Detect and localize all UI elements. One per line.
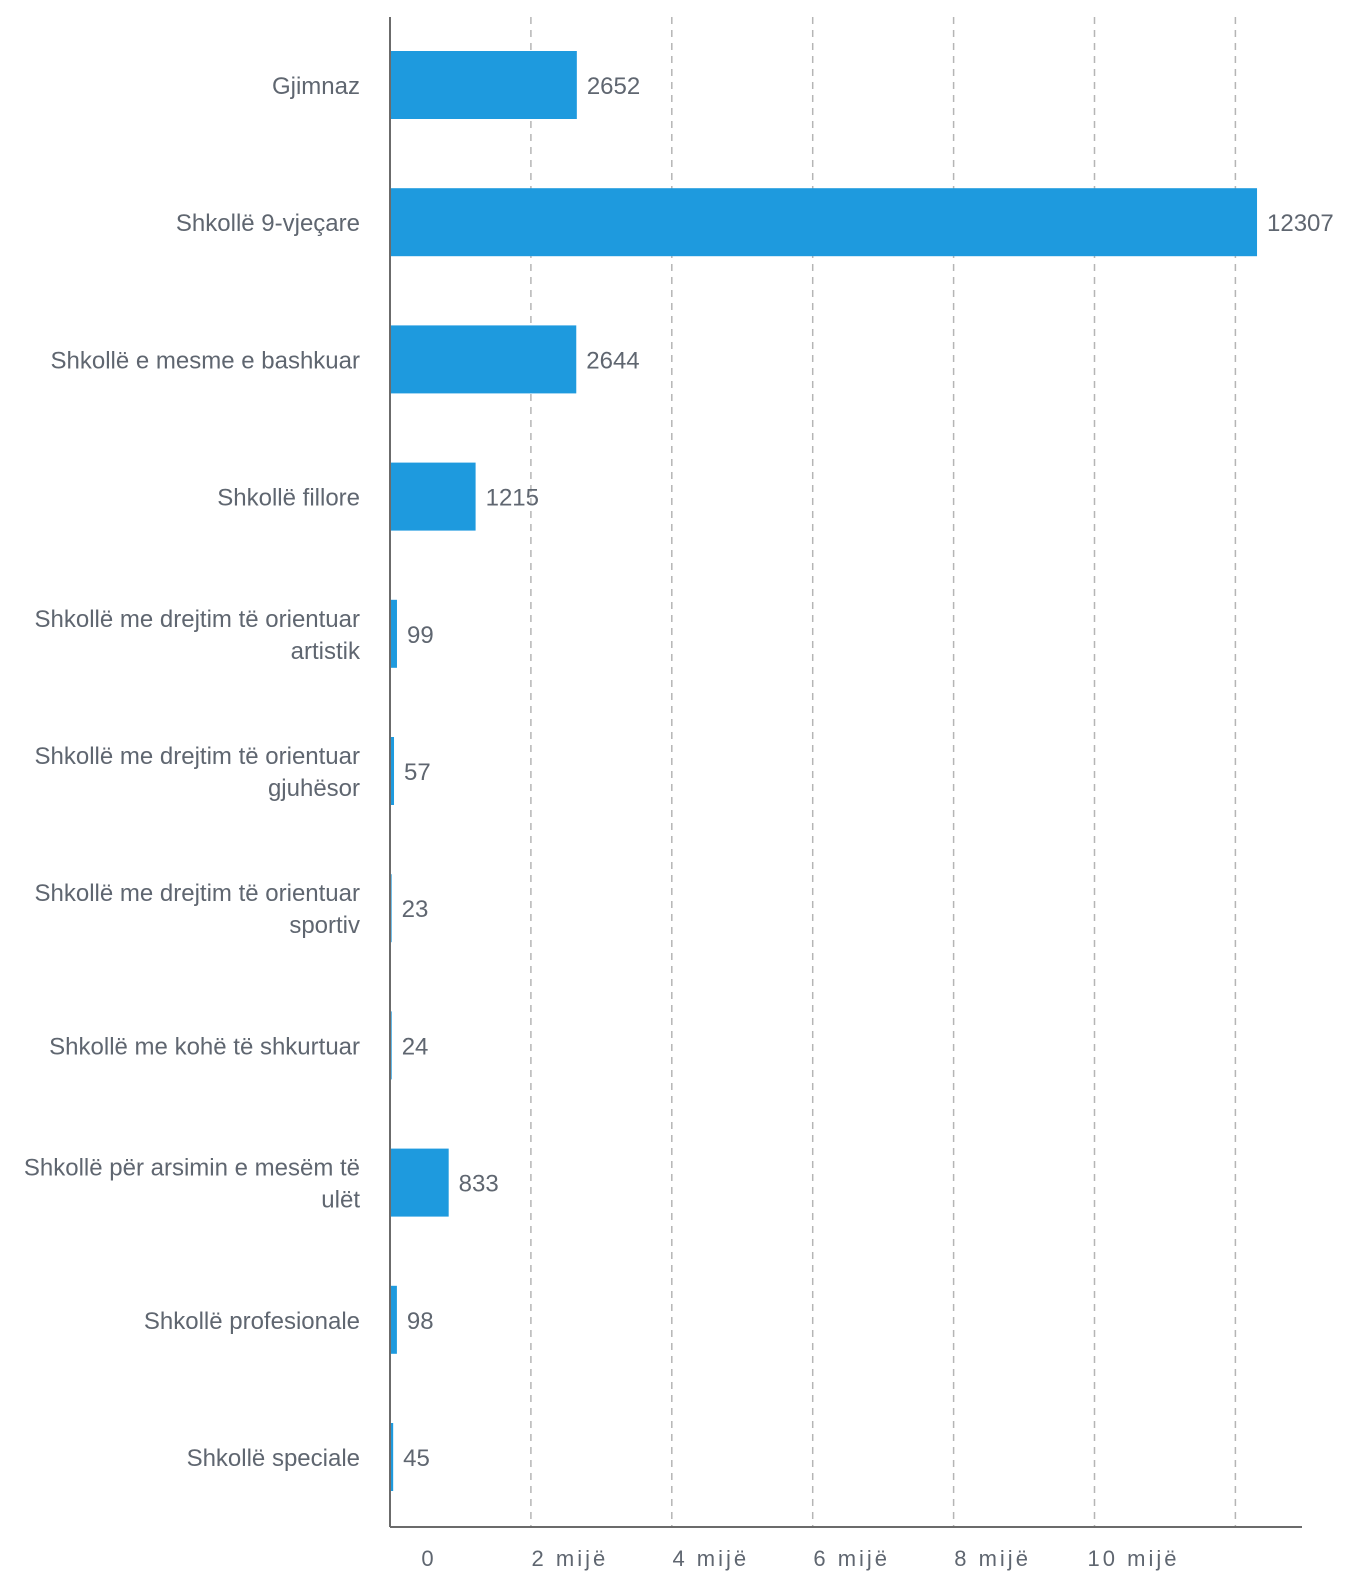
value-label: 99 <box>407 622 434 649</box>
x-tick-label: 4 mijë <box>672 1546 749 1571</box>
x-tick-labels: 0 2 mijë 4 mijë 6 mijë 8 mijë 10 mijë <box>421 1546 1180 1571</box>
bars <box>390 51 1258 1491</box>
value-label: 98 <box>407 1308 434 1335</box>
x-tick-label: 6 mijë <box>813 1546 890 1571</box>
bar <box>390 1148 449 1217</box>
value-label: 2652 <box>587 73 640 100</box>
x-tick-label: 10 mijë <box>1088 1546 1180 1571</box>
value-label: 2644 <box>586 347 639 374</box>
category-label: Shkollë për arsimin e mesëm të ulët <box>24 1155 360 1214</box>
value-label: 45 <box>403 1445 430 1472</box>
value-label: 1215 <box>486 485 539 512</box>
x-tick-label: 0 <box>421 1546 436 1571</box>
x-tick-label: 2 mijë <box>532 1546 609 1571</box>
bar <box>390 599 397 668</box>
value-label: 833 <box>459 1171 499 1198</box>
category-label: Shkollë fillore <box>217 485 360 512</box>
bar <box>390 325 577 394</box>
gridlines <box>530 17 1237 1527</box>
bar <box>390 1285 397 1354</box>
bar <box>390 737 395 805</box>
category-label: Shkollë profesionale <box>144 1308 360 1335</box>
value-labels: 2652 12307 2644 1215 99 57 23 24 833 98 45 <box>402 73 1334 1472</box>
value-label: 57 <box>404 759 431 786</box>
category-label: Shkollë e mesme e bashkuar <box>51 347 361 374</box>
category-label: Shkollë me drejtim të orientuar gjuhësor <box>35 743 360 802</box>
bar <box>390 188 1258 257</box>
category-label: Shkollë speciale <box>187 1445 360 1472</box>
category-label: Shkollë 9-vjeçare <box>176 210 360 237</box>
category-label: Shkollë me kohë të shkurtuar <box>49 1033 360 1060</box>
category-label: Gjimnaz <box>272 73 360 100</box>
bar <box>390 1423 394 1491</box>
x-tick-label: 8 mijë <box>954 1546 1031 1571</box>
bar <box>390 462 476 531</box>
bar <box>390 51 577 119</box>
value-label: 24 <box>402 1033 429 1060</box>
category-labels: Gjimnaz Shkollë 9-vjeçare Shkollë e mesme … <box>24 73 361 1472</box>
category-label: Shkollë me drejtim të orientuar sportiv <box>35 880 360 939</box>
value-label: 12307 <box>1267 210 1334 237</box>
value-label: 23 <box>402 896 429 923</box>
category-label: Shkollë me drejtim të orientuar artistik <box>35 606 361 665</box>
